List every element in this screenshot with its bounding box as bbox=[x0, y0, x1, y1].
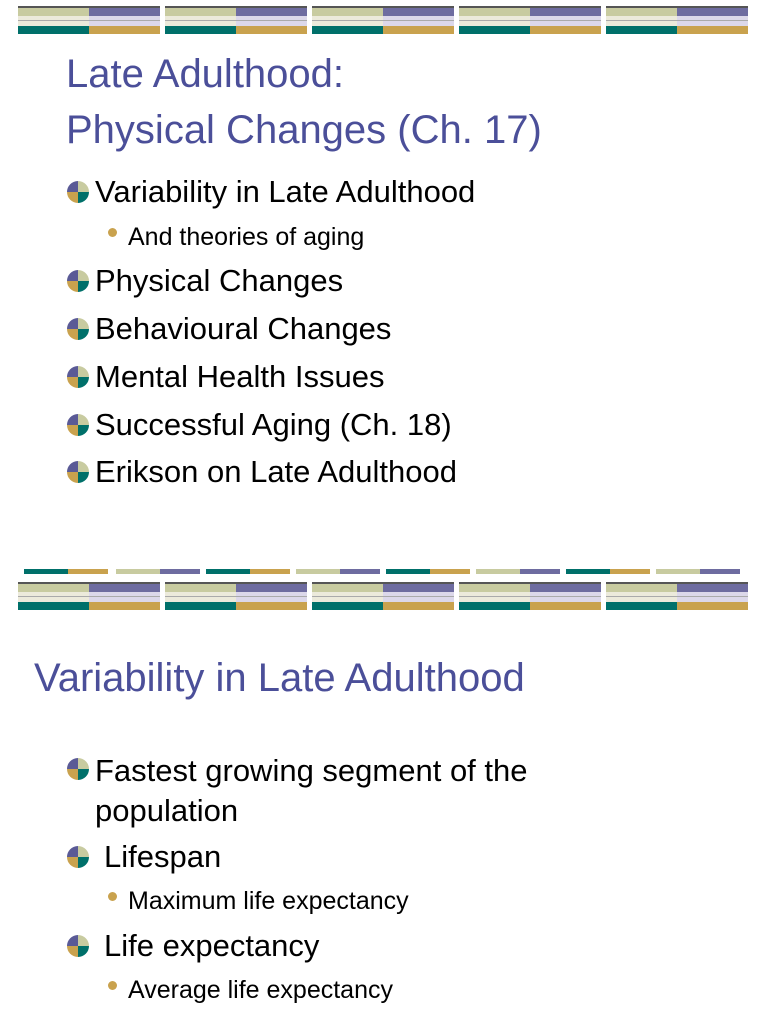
bullet-icon bbox=[67, 846, 89, 868]
bullet-icon bbox=[67, 414, 89, 436]
bullet: Variability in Late Adulthood bbox=[95, 174, 476, 209]
bullet-icon bbox=[67, 366, 89, 388]
divider bbox=[24, 569, 740, 574]
bullet: Erikson on Late Adulthood bbox=[95, 454, 457, 489]
banner-top bbox=[18, 6, 748, 34]
sub-bullet: And theories of aging bbox=[128, 223, 365, 251]
sub-bullet: Maximum life expectancy bbox=[128, 887, 409, 915]
bullet-icon bbox=[67, 270, 89, 292]
bullet-icon bbox=[67, 181, 89, 203]
banner-second bbox=[18, 582, 748, 610]
bullet: Fastest growing segment of the populatio… bbox=[95, 753, 528, 828]
bullet-icon bbox=[67, 318, 89, 340]
bullet: Behavioural Changes bbox=[95, 311, 392, 346]
slide-title: Late Adulthood: bbox=[66, 52, 345, 96]
sub-dot bbox=[108, 892, 117, 901]
bullet: Mental Health Issues bbox=[95, 359, 385, 394]
sub-bullet: Average life expectancy bbox=[128, 976, 393, 1004]
bullet: Lifespan bbox=[104, 839, 222, 874]
sub-dot bbox=[108, 981, 117, 990]
sub-dot bbox=[108, 228, 117, 237]
slide-title: Physical Changes (Ch. 17) bbox=[66, 108, 542, 152]
bullet: Successful Aging (Ch. 18) bbox=[95, 407, 452, 442]
bullet-icon bbox=[67, 758, 89, 780]
bullet: Physical Changes bbox=[95, 263, 344, 298]
slide-title: Variability in Late Adulthood bbox=[34, 656, 525, 700]
bullet-icon bbox=[67, 461, 89, 483]
bullet-icon bbox=[67, 935, 89, 957]
bullet: Life expectancy bbox=[104, 928, 320, 963]
